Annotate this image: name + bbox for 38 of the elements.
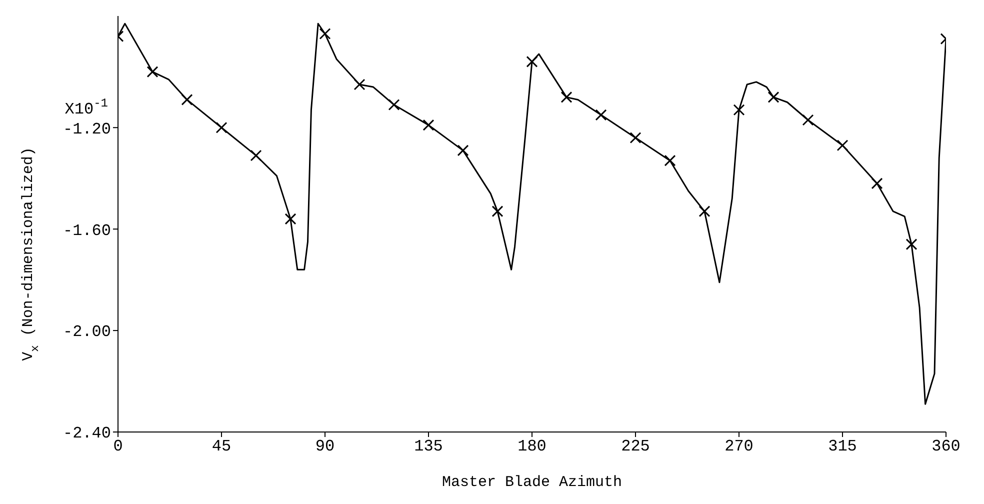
y-tick-label: -2.00: [62, 323, 111, 342]
point: [388, 99, 400, 111]
point: [630, 132, 642, 144]
point: [492, 206, 504, 218]
point: [526, 56, 538, 68]
point: [560, 91, 572, 103]
x-tick-label: 90: [315, 437, 335, 456]
point: [181, 94, 193, 106]
point: [354, 78, 366, 90]
point: [216, 122, 228, 134]
point: [457, 144, 469, 156]
point: [422, 119, 434, 131]
x-tick-label: 225: [621, 437, 650, 456]
x-tick-label: 180: [518, 437, 546, 456]
point: [250, 150, 262, 162]
x-axis-title: Master Blade Azimuth: [442, 474, 622, 491]
y-tick-label: -2.40: [62, 424, 111, 443]
x-tick-label: 45: [212, 437, 232, 456]
x-tick-label: 135: [414, 437, 443, 456]
point: [284, 213, 296, 225]
x-tick-label: 360: [932, 437, 960, 456]
point: [319, 28, 331, 40]
point: [146, 66, 158, 78]
point: [836, 140, 848, 152]
point: [664, 154, 676, 166]
point: [768, 91, 780, 103]
point: [733, 104, 745, 116]
point: [871, 178, 883, 190]
y-tick-label: -1.60: [62, 222, 111, 240]
x-tick-label: 270: [724, 437, 754, 456]
x-tick-label: 0: [113, 437, 123, 456]
y-tick-label: -1.20: [62, 120, 111, 138]
point: [802, 114, 814, 126]
x-tick-label: 315: [828, 437, 857, 456]
point: [595, 109, 607, 121]
point: [906, 238, 918, 250]
point: [698, 206, 710, 218]
text: X10$^{-1}$: [64, 96, 108, 119]
